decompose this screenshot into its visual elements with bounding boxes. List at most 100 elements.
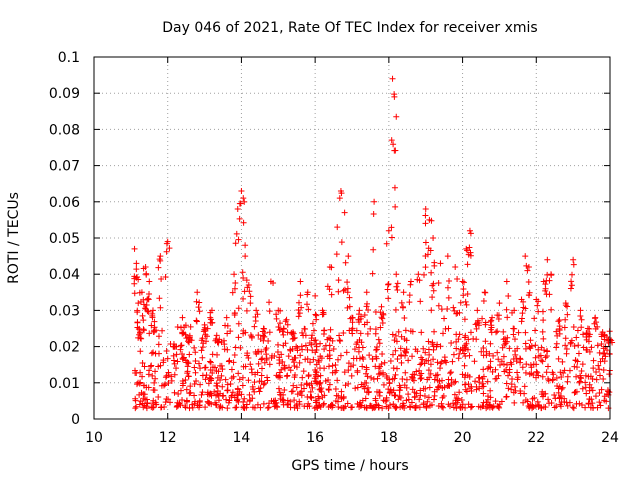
data-point (310, 327, 317, 334)
data-point (221, 346, 228, 353)
data-point (600, 350, 607, 357)
data-point (226, 357, 233, 364)
data-point (595, 362, 602, 369)
data-point (392, 405, 399, 412)
data-point (144, 307, 151, 314)
data-point (140, 301, 147, 308)
data-point (187, 389, 194, 396)
data-point (424, 251, 431, 258)
data-point (484, 393, 491, 400)
data-point (311, 405, 318, 412)
data-point (515, 329, 522, 336)
data-point (442, 357, 449, 364)
data-point (473, 325, 480, 332)
data-point (583, 346, 590, 353)
data-point (162, 399, 169, 406)
data-point (328, 264, 335, 271)
data-point (415, 271, 422, 278)
data-point (284, 372, 291, 379)
data-point (484, 401, 491, 408)
data-point (199, 344, 206, 351)
data-point (199, 389, 206, 396)
chart-title: Day 046 of 2021, Rate Of TEC Index for r… (162, 20, 537, 36)
data-point (305, 306, 312, 313)
data-point (177, 342, 184, 349)
data-point (349, 330, 356, 337)
data-point (214, 351, 221, 358)
data-point (276, 372, 283, 379)
data-point (463, 388, 470, 395)
data-point (379, 350, 386, 357)
data-point (540, 403, 547, 410)
data-point (582, 404, 589, 411)
data-point (388, 137, 395, 144)
data-point (235, 236, 242, 243)
data-point (563, 399, 570, 406)
data-point (562, 302, 569, 309)
data-point (191, 392, 198, 399)
data-point (526, 371, 533, 378)
data-point (298, 304, 305, 311)
data-points (131, 75, 616, 412)
data-point (522, 253, 529, 260)
data-point (395, 328, 402, 335)
data-point (576, 379, 583, 386)
data-point (403, 376, 410, 383)
data-point (367, 325, 374, 332)
data-point (523, 262, 530, 269)
data-point (488, 317, 495, 324)
data-point (423, 357, 430, 364)
data-point (149, 400, 156, 407)
data-point (215, 339, 222, 346)
data-point (559, 384, 566, 391)
data-point (162, 274, 169, 281)
data-point (206, 374, 213, 381)
data-point (571, 363, 578, 370)
data-point (228, 392, 235, 399)
data-point (173, 365, 180, 372)
data-point (133, 370, 140, 377)
data-point (170, 352, 177, 359)
data-point (312, 292, 319, 299)
data-point (265, 404, 272, 411)
data-point (577, 374, 584, 381)
data-point (144, 400, 151, 407)
data-point (521, 383, 528, 390)
y-tick-label: 0.06 (49, 195, 80, 211)
data-point (277, 307, 284, 314)
data-point (378, 314, 385, 321)
data-point (467, 252, 474, 259)
data-point (438, 400, 445, 407)
data-point (505, 385, 512, 392)
data-point (546, 291, 553, 298)
data-point (424, 398, 431, 405)
data-point (376, 389, 383, 396)
data-point (434, 359, 441, 366)
data-point (526, 289, 533, 296)
data-point (256, 388, 263, 395)
data-point (240, 295, 247, 302)
data-point (270, 280, 277, 287)
data-point (275, 324, 282, 331)
data-point (571, 389, 578, 396)
data-point (556, 316, 563, 323)
data-point (352, 385, 359, 392)
data-point (182, 403, 189, 409)
data-point (596, 366, 603, 373)
data-point (391, 184, 398, 191)
data-point (570, 323, 577, 330)
data-point (514, 345, 521, 352)
data-point (557, 401, 564, 408)
data-point (196, 299, 203, 306)
data-point (197, 365, 204, 372)
data-point (476, 374, 483, 381)
data-point (134, 319, 141, 326)
data-point (546, 277, 553, 284)
data-point (378, 303, 385, 310)
data-point (388, 389, 395, 396)
data-point (240, 219, 247, 226)
data-point (413, 390, 420, 397)
data-point (374, 375, 381, 382)
data-point (551, 392, 558, 399)
data-point (193, 298, 200, 305)
